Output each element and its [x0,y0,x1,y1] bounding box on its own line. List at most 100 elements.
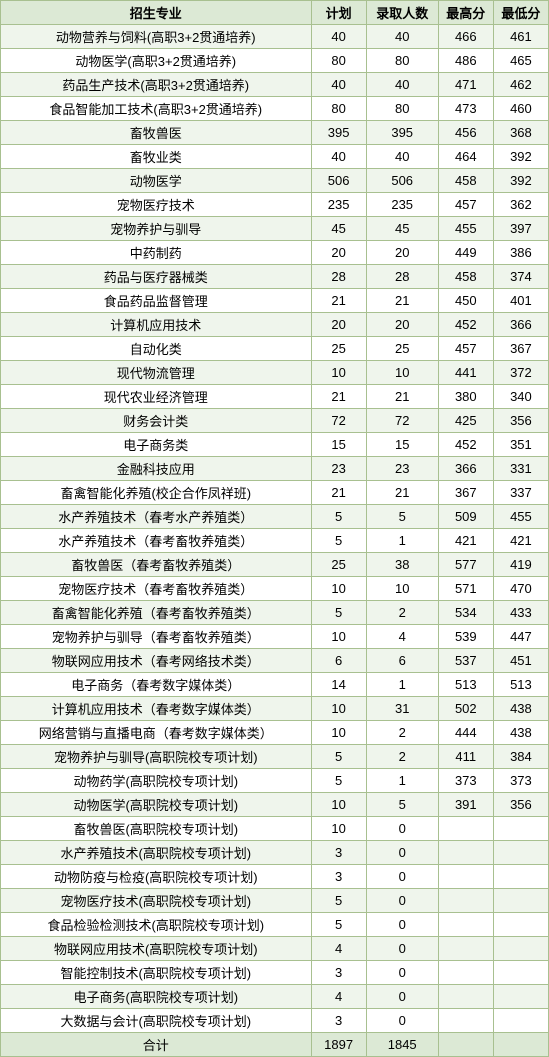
cell: 451 [493,649,548,673]
table-row: 水产养殖技术(高职院校专项计划)30 [1,841,549,865]
cell: 宠物医疗技术（春考畜牧养殖类） [1,577,312,601]
cell: 21 [366,289,438,313]
cell: 20 [311,241,366,265]
cell: 4 [311,985,366,1009]
cell: 6 [366,649,438,673]
cell: 21 [366,481,438,505]
table-row: 合计18971845 [1,1033,549,1057]
cell: 441 [438,361,493,385]
cell: 425 [438,409,493,433]
cell: 1897 [311,1033,366,1057]
cell: 3 [311,841,366,865]
cell: 10 [311,361,366,385]
cell: 395 [366,121,438,145]
cell: 0 [366,889,438,913]
cell: 373 [438,769,493,793]
cell: 340 [493,385,548,409]
cell: 合计 [1,1033,312,1057]
cell: 0 [366,817,438,841]
cell: 447 [493,625,548,649]
cell: 366 [438,457,493,481]
cell [493,889,548,913]
cell: 337 [493,481,548,505]
table-row: 财务会计类7272425356 [1,409,549,433]
cell: 31 [366,697,438,721]
cell: 368 [493,121,548,145]
cell: 367 [493,337,548,361]
table-row: 药品生产技术(高职3+2贯通培养)4040471462 [1,73,549,97]
cell: 5 [311,913,366,937]
cell: 10 [311,721,366,745]
table-row: 宠物养护与驯导4545455397 [1,217,549,241]
cell: 动物营养与饲料(高职3+2贯通培养) [1,25,312,49]
cell: 433 [493,601,548,625]
cell: 食品药品监督管理 [1,289,312,313]
table-row: 畜牧兽医395395456368 [1,121,549,145]
cell [438,985,493,1009]
cell: 356 [493,409,548,433]
cell: 20 [366,241,438,265]
cell [438,961,493,985]
cell: 14 [311,673,366,697]
cell: 372 [493,361,548,385]
cell: 235 [366,193,438,217]
cell: 356 [493,793,548,817]
table-row: 食品检验检测技术(高职院校专项计划)50 [1,913,549,937]
table-row: 宠物医疗技术（春考畜牧养殖类）1010571470 [1,577,549,601]
cell: 6 [311,649,366,673]
cell: 1 [366,673,438,697]
cell: 470 [493,577,548,601]
cell: 动物药学(高职院校专项计划) [1,769,312,793]
cell [493,961,548,985]
cell: 25 [311,337,366,361]
cell: 畜牧兽医（春考畜牧养殖类） [1,553,312,577]
table-row: 电子商务（春考数字媒体类）141513513 [1,673,549,697]
cell: 456 [438,121,493,145]
cell: 40 [311,25,366,49]
cell: 367 [438,481,493,505]
cell: 大数据与会计(高职院校专项计划) [1,1009,312,1033]
cell: 0 [366,913,438,937]
cell: 2 [366,601,438,625]
cell: 动物医学(高职院校专项计划) [1,793,312,817]
table-row: 宠物医疗技术(高职院校专项计划)50 [1,889,549,913]
header-row: 招生专业 计划 录取人数 最高分 最低分 [1,1,549,25]
cell: 10 [311,625,366,649]
cell: 421 [438,529,493,553]
cell: 5 [311,505,366,529]
cell: 10 [311,817,366,841]
cell: 网络营销与直播电商（春考数字媒体类） [1,721,312,745]
cell: 动物医学 [1,169,312,193]
cell: 15 [366,433,438,457]
table-row: 畜禽智能化养殖(校企合作凤祥班)2121367337 [1,481,549,505]
cell: 21 [366,385,438,409]
cell: 464 [438,145,493,169]
table-row: 动物防疫与检疫(高职院校专项计划)30 [1,865,549,889]
cell [493,985,548,1009]
cell: 392 [493,145,548,169]
cell: 80 [311,97,366,121]
cell: 5 [311,769,366,793]
cell: 物联网应用技术（春考网络技术类） [1,649,312,673]
cell: 455 [438,217,493,241]
cell: 502 [438,697,493,721]
cell: 386 [493,241,548,265]
cell: 动物防疫与检疫(高职院校专项计划) [1,865,312,889]
table-row: 宠物养护与驯导（春考畜牧养殖类）104539447 [1,625,549,649]
table-row: 水产养殖技术（春考水产养殖类）55509455 [1,505,549,529]
cell: 72 [366,409,438,433]
cell: 计算机应用技术（春考数字媒体类） [1,697,312,721]
table-row: 物联网应用技术(高职院校专项计划)40 [1,937,549,961]
cell: 449 [438,241,493,265]
cell: 畜牧兽医 [1,121,312,145]
cell: 5 [311,745,366,769]
cell: 畜禽智能化养殖（春考畜牧养殖类） [1,601,312,625]
table-row: 动物医学(高职院校专项计划)105391356 [1,793,549,817]
cell: 571 [438,577,493,601]
cell: 471 [438,73,493,97]
cell: 4 [366,625,438,649]
cell: 458 [438,169,493,193]
cell: 0 [366,937,438,961]
cell [438,1033,493,1057]
cell: 40 [311,73,366,97]
